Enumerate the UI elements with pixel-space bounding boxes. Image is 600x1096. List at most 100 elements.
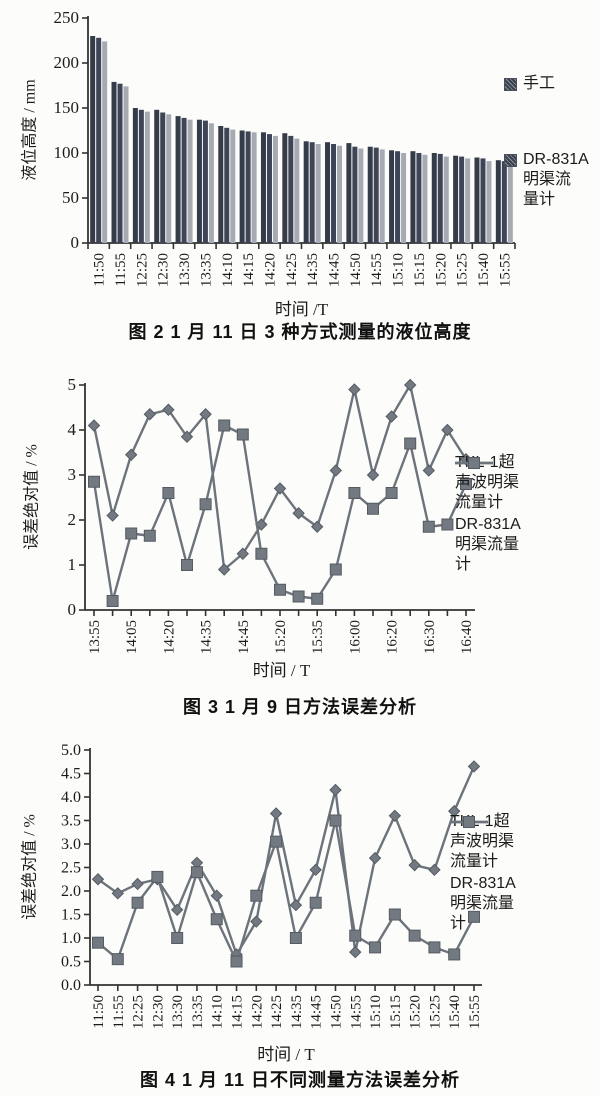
fig3-legend: TKL-1超 声波明渠 流量计 DR-831A 明渠流量 计 — [455, 453, 521, 575]
svg-text:2.0: 2.0 — [61, 883, 81, 900]
svg-text:15:15: 15:15 — [388, 995, 404, 1029]
svg-text:12:25: 12:25 — [134, 253, 150, 287]
svg-text:0.5: 0.5 — [61, 954, 81, 971]
fig2-legend: 手工 DR-831A 明渠流 量计 — [504, 74, 589, 210]
svg-text:15:35: 15:35 — [310, 620, 326, 654]
fig2-y-axis-title: 液位高度 / mm — [21, 79, 39, 181]
svg-text:5.0: 5.0 — [61, 742, 81, 759]
svg-text:1.0: 1.0 — [61, 930, 81, 947]
svg-text:14:50: 14:50 — [348, 253, 364, 287]
svg-text:14:10: 14:10 — [220, 253, 236, 287]
svg-text:150: 150 — [54, 98, 80, 117]
svg-text:4.0: 4.0 — [61, 789, 81, 806]
svg-text:15:40: 15:40 — [447, 995, 463, 1029]
svg-text:15:15: 15:15 — [412, 253, 428, 287]
svg-text:11:55: 11:55 — [111, 995, 127, 1029]
svg-text:16:30: 16:30 — [422, 620, 438, 654]
svg-text:14:20: 14:20 — [161, 620, 177, 654]
svg-text:14:55: 14:55 — [369, 253, 385, 287]
svg-text:13:30: 13:30 — [170, 995, 186, 1029]
svg-text:14:50: 14:50 — [328, 995, 344, 1029]
svg-text:2.5: 2.5 — [61, 860, 81, 877]
svg-text:14:25: 14:25 — [284, 253, 300, 287]
svg-text:250: 250 — [54, 8, 80, 27]
legend-patterned-square-icon — [504, 78, 517, 91]
svg-text:16:40: 16:40 — [459, 620, 475, 654]
fig4-legend: TKL-1超 声波明渠 流量计 DR-831A 明渠流量 计 — [450, 812, 516, 934]
svg-text:16:20: 16:20 — [385, 620, 401, 654]
svg-text:13:35: 13:35 — [190, 995, 206, 1029]
svg-text:14:15: 14:15 — [241, 253, 257, 287]
svg-text:15:40: 15:40 — [476, 253, 492, 287]
svg-text:1: 1 — [68, 555, 77, 574]
svg-text:15:25: 15:25 — [427, 995, 443, 1029]
svg-text:12:30: 12:30 — [150, 995, 166, 1029]
svg-text:14:35: 14:35 — [289, 995, 305, 1029]
legend-line-square-icon — [455, 457, 493, 469]
svg-text:14:15: 14:15 — [230, 995, 246, 1029]
svg-text:15:20: 15:20 — [433, 253, 449, 287]
svg-text:12:30: 12:30 — [156, 253, 172, 287]
svg-text:11:50: 11:50 — [92, 253, 108, 287]
fig2-caption: 图 2 1 月 11 日 3 种方式测量的液位高度 — [128, 322, 472, 342]
svg-text:2: 2 — [68, 510, 77, 529]
legend-entry-dr831a: DR-831A 明渠流 量计 — [504, 150, 589, 210]
fig3-x-axis-title: 时间 / T — [252, 661, 311, 680]
svg-text:14:25: 14:25 — [269, 995, 285, 1029]
svg-text:14:20: 14:20 — [249, 995, 265, 1029]
figure-4-line-chart: 0.0 0.5 1.0 1.5 2.0 2.5 3.0 3.5 4.0 4.5 5.0 11:50 11… — [0, 717, 600, 1096]
legend-entry-label: DR-831A 明渠流量 计 — [450, 875, 516, 932]
legend-line-square-icon — [450, 816, 488, 828]
legend-patterned-square-icon — [504, 154, 517, 167]
svg-text:15:55: 15:55 — [467, 995, 483, 1029]
fig4-y-axis-title: 误差绝对值 / % — [21, 814, 39, 920]
svg-text:50: 50 — [62, 188, 79, 207]
fig4-plot-svg: 0.0 0.5 1.0 1.5 2.0 2.5 3.0 3.5 4.0 4.5 5.0 11:50 11… — [61, 742, 483, 1029]
svg-text:11:50: 11:50 — [91, 995, 107, 1029]
svg-text:3.0: 3.0 — [61, 836, 81, 853]
svg-text:4.5: 4.5 — [61, 766, 81, 783]
fig4-x-axis-title: 时间 / T — [257, 1045, 315, 1064]
svg-text:13:35: 13:35 — [198, 253, 214, 287]
svg-text:3.5: 3.5 — [61, 813, 81, 830]
svg-text:0: 0 — [68, 600, 77, 619]
svg-text:15:20: 15:20 — [408, 995, 424, 1029]
svg-text:14:35: 14:35 — [305, 253, 321, 287]
legend-entry-dr831a: DR-831A 明渠流量 计 — [450, 816, 516, 934]
svg-text:16:00: 16:00 — [347, 620, 363, 654]
fig2-x-axis-title: 时间 /T — [274, 300, 329, 319]
legend-entry-label: 手工 — [523, 75, 556, 92]
svg-text:0: 0 — [71, 233, 80, 252]
svg-text:14:45: 14:45 — [236, 620, 252, 654]
svg-text:12:25: 12:25 — [131, 995, 147, 1029]
svg-text:11:55: 11:55 — [113, 253, 129, 287]
fig2-plot-svg: 0 50 100 150 200 250 11:50 11:55 12:25 12:30 13:30… — [54, 8, 516, 287]
svg-text:14:10: 14:10 — [210, 995, 226, 1029]
svg-text:14:05: 14:05 — [124, 620, 140, 654]
svg-text:14:35: 14:35 — [199, 620, 215, 654]
svg-text:14:55: 14:55 — [348, 995, 364, 1029]
svg-text:14:45: 14:45 — [309, 995, 325, 1029]
fig3-caption: 图 3 1 月 9 日方法误差分析 — [182, 697, 418, 717]
legend-entry-dr831a: DR-831A 明渠流量 计 — [455, 457, 521, 575]
svg-text:15:25: 15:25 — [455, 253, 471, 287]
figure-2-bar-chart: 0 50 100 150 200 250 11:50 11:55 12:25 12:30 13:30… — [0, 0, 600, 345]
svg-text:3: 3 — [68, 465, 77, 484]
legend-entry-label: DR-831A 明渠流 量计 — [523, 151, 589, 208]
svg-text:4: 4 — [68, 420, 77, 439]
svg-text:14:20: 14:20 — [262, 253, 278, 287]
fig4-caption: 图 4 1 月 11 日不同测量方法误差分析 — [139, 1070, 461, 1090]
svg-text:5: 5 — [68, 375, 77, 394]
figure-3-line-chart: 0 1 2 3 4 5 13:55 14:05 14:20 14:35 14:45 15:20 15:3… — [0, 345, 600, 717]
svg-text:1.5: 1.5 — [61, 907, 81, 924]
svg-text:13:55: 13:55 — [87, 620, 103, 654]
svg-text:15:10: 15:10 — [368, 995, 384, 1029]
svg-text:200: 200 — [54, 53, 80, 72]
svg-text:13:30: 13:30 — [177, 253, 193, 287]
svg-text:15:10: 15:10 — [391, 253, 407, 287]
legend-entry-label: DR-831A 明渠流量 计 — [455, 516, 521, 573]
svg-text:15:55: 15:55 — [497, 253, 513, 287]
fig3-plot-svg: 0 1 2 3 4 5 13:55 14:05 14:20 14:35 14:45 15:20 15:3… — [68, 375, 475, 654]
svg-text:14:45: 14:45 — [327, 253, 343, 287]
